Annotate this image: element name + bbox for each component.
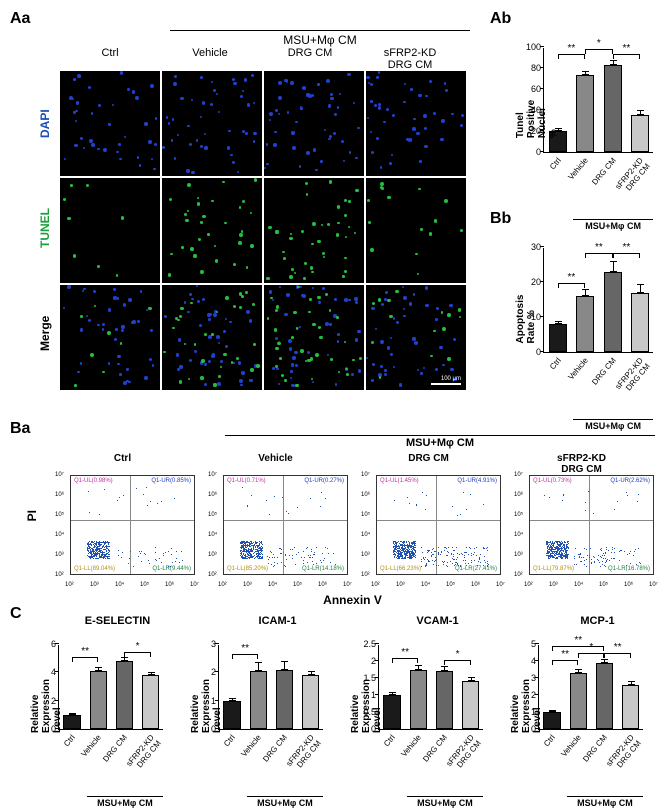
flow-title: DRG CM xyxy=(356,453,501,475)
bar xyxy=(576,75,594,152)
bar xyxy=(543,712,560,729)
bar xyxy=(631,115,649,152)
y-axis-label: Relative Expression Level xyxy=(350,679,383,733)
bar xyxy=(90,671,107,729)
aa-col-label: sFRP2-KDDRG CM xyxy=(360,47,460,71)
ba-top-header: MSU+Mφ CM xyxy=(225,437,655,449)
aa-row-label: TUNEL xyxy=(30,176,60,281)
aa-col-label: DRG CM xyxy=(260,47,360,71)
flow-title: sFRP2-KDDRG CM xyxy=(509,453,654,475)
ba-ylabel: PI xyxy=(25,510,39,521)
aa-col-label: Ctrl xyxy=(60,47,160,71)
bar xyxy=(250,671,267,729)
microscopy-image xyxy=(366,178,466,283)
flow-title: Vehicle xyxy=(203,453,348,475)
panel-label-c: C xyxy=(10,605,22,623)
microscopy-image: 100 μm xyxy=(366,285,466,390)
microscopy-image xyxy=(60,178,160,283)
microscopy-image xyxy=(60,71,160,176)
bar xyxy=(276,670,293,730)
bar xyxy=(622,685,639,729)
panel-label-ba: Ba xyxy=(10,420,30,438)
chart-title: E-SELECTIN xyxy=(55,615,180,627)
bar xyxy=(116,661,133,729)
flow-cytometry-plot: Q1-UL(1.45%)Q1-UR(4.91%)Q1-LL(66.23%)Q1-… xyxy=(356,475,501,590)
panel-ab-chart: 020406080100CtrlVehicleDRG CMsFRP2-KDDRG… xyxy=(515,30,665,153)
y-axis-label: Tunel Positive Nuclei % xyxy=(515,99,559,137)
flow-cytometry-plot: Q1-UL(0.73%)Q1-UR(2.62%)Q1-LL(79.87%)Q1-… xyxy=(509,475,654,590)
aa-col-label: Vehicle xyxy=(160,47,260,71)
chart-title: ICAM-1 xyxy=(215,615,340,627)
aa-row-label: DAPI xyxy=(30,71,60,176)
bar xyxy=(549,324,567,352)
bar xyxy=(302,675,319,729)
y-axis-label: Relative Expression Level xyxy=(190,679,223,733)
bar xyxy=(570,673,587,729)
panel-bb-chart: 0102030CtrlVehicleDRG CMsFRP2-KDDRG CM**… xyxy=(515,230,665,353)
panel-label-bb: Bb xyxy=(490,210,511,228)
microscopy-image xyxy=(264,285,364,390)
bar xyxy=(604,272,622,353)
panel-label-aa: Aa xyxy=(10,10,30,28)
bar xyxy=(142,675,159,729)
microscopy-image xyxy=(264,71,364,176)
panel-ba-flow: MSU+Mφ CM Ctrl Vehicle DRG CM sFRP2-KDDRG C… xyxy=(30,435,655,607)
microscopy-image xyxy=(162,71,262,176)
microscopy-image xyxy=(366,71,466,176)
chart-title: VCAM-1 xyxy=(375,615,500,627)
flow-cytometry-plot: Q1-UL(0.71%)Q1-UR(0.27%)Q1-LL(85.20%)Q1-… xyxy=(203,475,348,590)
bar xyxy=(410,670,427,730)
ba-xlabel: Annexin V xyxy=(50,593,655,607)
bar xyxy=(631,293,649,353)
bar xyxy=(576,296,594,352)
y-axis-label: Relative Expression Level xyxy=(510,679,543,733)
panel-c-charts: E-SELECTIN0246CtrlVehicleDRG CMsFRP2-KDD… xyxy=(30,615,660,730)
aa-row-label: Merge xyxy=(30,281,60,386)
bar xyxy=(223,701,240,729)
bar xyxy=(462,681,479,729)
microscopy-image xyxy=(60,285,160,390)
flow-cytometry-plot: Q1-UL(0.98%)Q1-UR(0.85%)Q1-LL(89.04%)Q1-… xyxy=(50,475,195,590)
y-axis-label: Relative Expression Level xyxy=(30,679,63,733)
y-axis-label: Apoptosis Rate % xyxy=(515,294,537,343)
chart-title: MCP-1 xyxy=(535,615,660,627)
bar xyxy=(604,65,622,152)
flow-title: Ctrl xyxy=(50,453,195,475)
bar xyxy=(436,671,453,729)
bar xyxy=(63,715,80,729)
aa-top-header: MSU+Mφ CM xyxy=(170,30,470,47)
microscopy-image xyxy=(264,178,364,283)
microscopy-image xyxy=(162,285,262,390)
panel-aa-microscopy: MSU+Mφ CM CtrlVehicleDRG CMsFRP2-KDDRG C… xyxy=(30,30,470,390)
panel-label-ab: Ab xyxy=(490,10,511,28)
microscopy-image xyxy=(162,178,262,283)
bar xyxy=(596,663,613,729)
bar xyxy=(383,695,400,729)
